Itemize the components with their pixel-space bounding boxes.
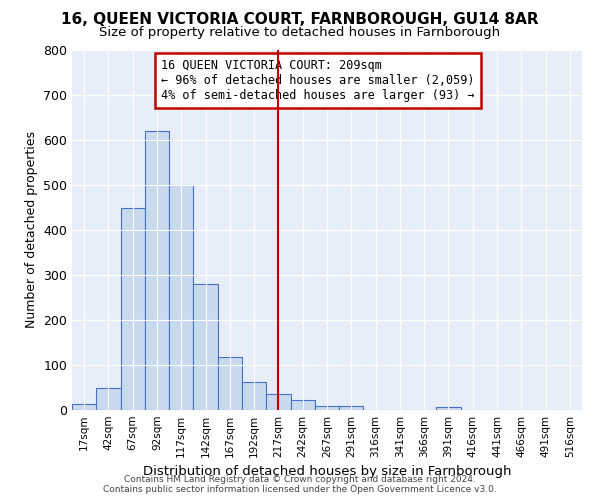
Bar (193, 284, 218, 410)
Bar (218, 358, 242, 410)
X-axis label: Distribution of detached houses by size in Farnborough: Distribution of detached houses by size … (143, 466, 511, 478)
Text: 16 QUEEN VICTORIA COURT: 209sqm
← 96% of detached houses are smaller (2,059)
4% : 16 QUEEN VICTORIA COURT: 209sqm ← 96% of… (161, 59, 475, 102)
Bar (96, 388, 121, 410)
Bar (266, 394, 290, 410)
Text: Size of property relative to detached houses in Farnborough: Size of property relative to detached ho… (100, 26, 500, 39)
Bar (169, 185, 193, 410)
Text: 16, QUEEN VICTORIA COURT, FARNBOROUGH, GU14 8AR: 16, QUEEN VICTORIA COURT, FARNBOROUGH, G… (61, 12, 539, 28)
Bar (339, 406, 364, 410)
Bar (242, 382, 266, 410)
Text: Contains HM Land Registry data © Crown copyright and database right 2024.: Contains HM Land Registry data © Crown c… (124, 476, 476, 484)
Bar (290, 400, 315, 410)
Bar (315, 406, 339, 410)
Text: Contains public sector information licensed under the Open Government Licence v3: Contains public sector information licen… (103, 486, 497, 494)
Y-axis label: Number of detached properties: Number of detached properties (25, 132, 38, 328)
Bar (72, 404, 96, 410)
Bar (145, 131, 169, 410)
Bar (436, 407, 461, 410)
Bar (121, 208, 145, 410)
